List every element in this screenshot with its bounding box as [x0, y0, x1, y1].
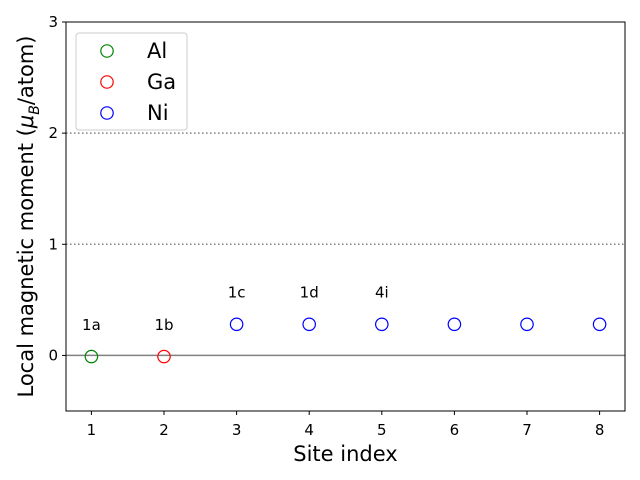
site-label-1b: 1b [154, 316, 173, 334]
x-axis-ticks: 1 2 3 4 5 6 7 8 [87, 411, 605, 439]
data-point-ni-4 [302, 317, 317, 332]
x-tick-label-5: 5 [377, 421, 387, 439]
site-label-4i: 4i [375, 284, 389, 302]
data-point-ni-8 [592, 317, 607, 332]
legend-label-ni: Ni [147, 101, 169, 125]
x-tick-label-6: 6 [450, 421, 460, 439]
x-tick-label-3: 3 [232, 421, 242, 439]
x-tick-label-1: 1 [87, 421, 97, 439]
y-axis-title: Local magnetic moment (μB/atom) [14, 35, 43, 397]
plot-frame [65, 21, 626, 412]
site-label-1c: 1c [228, 284, 246, 302]
x-tick-label-8: 8 [595, 421, 605, 439]
y-tick-label-1: 1 [48, 235, 58, 253]
data-point-al-1 [84, 349, 99, 364]
legend-box [75, 32, 188, 131]
site-label-1d: 1d [300, 284, 319, 302]
x-tick-label-7: 7 [522, 421, 532, 439]
y-tick-label-3: 3 [48, 13, 58, 31]
legend: Al Ga Ni [75, 32, 188, 131]
data-point-ni-6 [447, 317, 462, 332]
x-tick-label-2: 2 [159, 421, 169, 439]
x-axis-title: Site index [293, 442, 397, 466]
legend-label-al: Al [147, 39, 167, 63]
site-annotations: 1a 1b 1c 1d 4i [82, 284, 389, 334]
reference-lines [66, 132, 625, 357]
legend-marker-al [100, 44, 114, 58]
site-label-1a: 1a [82, 316, 101, 334]
x-tick-label-4: 4 [304, 421, 314, 439]
legend-marker-ni [100, 106, 114, 120]
data-point-ga-2 [157, 349, 171, 364]
data-points [84, 317, 607, 364]
y-tick-label-0: 0 [48, 346, 58, 364]
y-axis-ticks: 0 1 2 3 [48, 13, 66, 364]
data-point-ni-3 [229, 317, 244, 332]
legend-label-ga: Ga [147, 70, 176, 94]
y-tick-label-2: 2 [48, 124, 58, 142]
data-point-ni-7 [520, 317, 534, 332]
data-point-ni-5 [374, 317, 389, 332]
legend-marker-ga [100, 75, 114, 89]
